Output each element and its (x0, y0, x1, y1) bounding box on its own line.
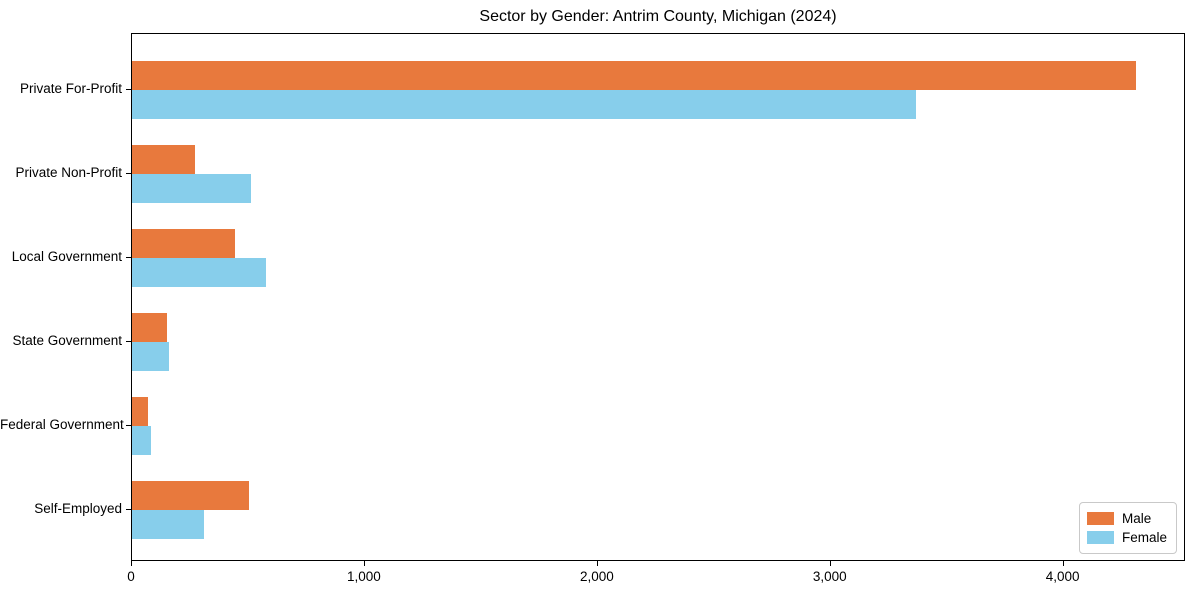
y-tick-label: Private Non-Profit (15, 164, 122, 180)
bar-male-4 (132, 312, 167, 342)
bar-male-3 (132, 228, 235, 258)
x-tick-label: 1,000 (346, 569, 381, 584)
y-tick-mark (126, 88, 131, 90)
legend-swatch-female (1086, 531, 1114, 544)
legend-item-male: Male (1086, 509, 1167, 528)
legend-swatch-male (1086, 512, 1114, 525)
y-tick-mark (126, 172, 131, 174)
x-tick-mark (829, 561, 831, 566)
y-tick-mark (126, 424, 131, 426)
y-tick-mark (126, 256, 131, 258)
x-tick-label: 3,000 (812, 569, 847, 584)
legend: Male Female (1078, 502, 1177, 554)
y-tick-label: State Government (12, 332, 122, 348)
y-tick-label: Local Government (11, 248, 122, 264)
chart-title: Sector by Gender: Antrim County, Michiga… (479, 8, 837, 25)
bar-female-4 (132, 341, 170, 371)
x-tick-label: 4,000 (1045, 569, 1080, 584)
x-tick-mark (596, 561, 598, 566)
bar-female-2 (132, 173, 251, 203)
legend-label-female: Female (1121, 530, 1167, 545)
bar-male-5 (132, 396, 149, 426)
x-tick-label: 0 (127, 569, 135, 584)
x-tick-label: 2,000 (579, 569, 614, 584)
bar-female-5 (132, 425, 151, 455)
bar-male-1 (132, 60, 1136, 90)
bar-male-6 (132, 481, 249, 510)
x-tick-mark (363, 561, 365, 566)
y-tick-label: Self-Employed (34, 501, 122, 516)
legend-item-female: Female (1086, 528, 1167, 547)
bar-male-2 (132, 144, 195, 174)
y-tick-label: Federal Government (0, 416, 124, 432)
bar-female-3 (132, 257, 266, 287)
bar-female-1 (132, 89, 916, 119)
y-tick-mark (126, 340, 131, 342)
x-tick-mark (131, 561, 132, 566)
plot-area: Male Female (131, 33, 1185, 561)
x-tick-mark (1062, 561, 1064, 566)
y-tick-mark (126, 509, 131, 510)
legend-label-male: Male (1121, 511, 1152, 526)
bar-female-6 (132, 510, 205, 539)
y-tick-label: Private For-Profit (19, 80, 122, 96)
